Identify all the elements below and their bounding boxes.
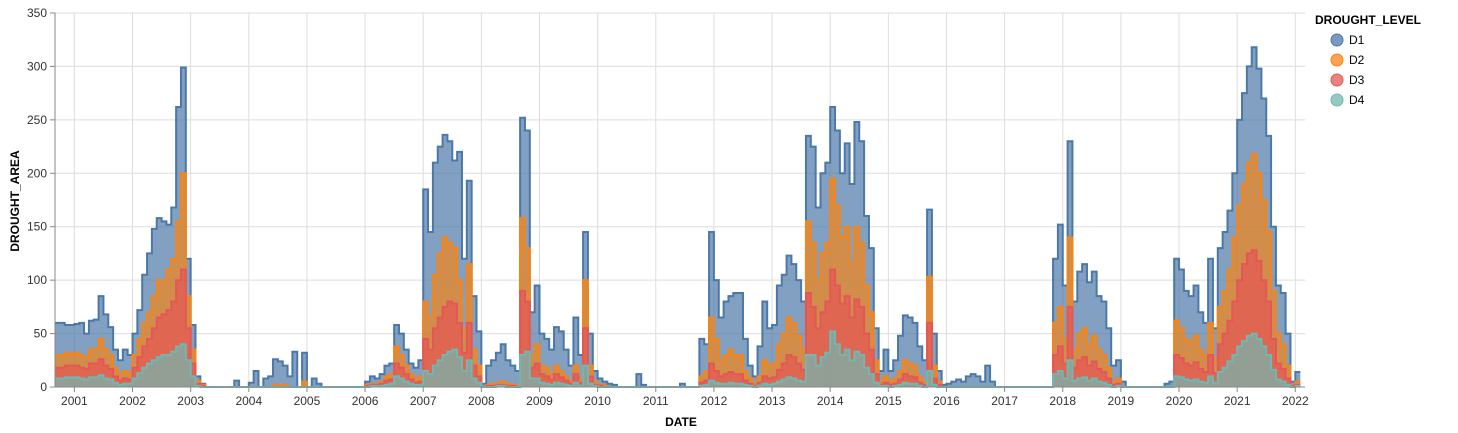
y-tick-label: 0 — [40, 380, 47, 394]
x-tick-label: 2007 — [410, 394, 437, 408]
axes — [54, 13, 1305, 388]
x-tick-label: 2020 — [1166, 394, 1193, 408]
y-tick-label: 200 — [27, 166, 47, 180]
area-d1 — [55, 47, 1301, 388]
legend-label-d2: D2 — [1349, 53, 1365, 67]
legend-label-d4: D4 — [1349, 93, 1365, 107]
grid-lines — [55, 12, 1305, 388]
y-tick-label: 100 — [27, 273, 47, 287]
x-tick-label: 2017 — [991, 394, 1018, 408]
area-d2 — [55, 154, 1301, 387]
line-d1 — [55, 46, 1301, 388]
x-tick-label: 2014 — [817, 394, 844, 408]
x-tick-label: 2022 — [1282, 394, 1309, 408]
legend-label-d1: D1 — [1349, 33, 1365, 47]
y-tick-label: 300 — [27, 59, 47, 73]
x-tick-label: 2018 — [1049, 394, 1076, 408]
x-tick-label: 2003 — [177, 394, 204, 408]
x-tick-label: 2005 — [294, 394, 321, 408]
x-axis-title: DATE — [665, 415, 697, 429]
x-tick-label: 2006 — [352, 394, 379, 408]
x-tick-label: 2021 — [1224, 394, 1251, 408]
y-tick-label: 50 — [34, 327, 48, 341]
legend-swatch-d1 — [1330, 33, 1344, 47]
x-tick-label: 2009 — [526, 394, 553, 408]
area-d4 — [55, 331, 1301, 387]
legend-items: D1 D2 D3 D4 — [1330, 33, 1365, 107]
stacked-areas — [55, 46, 1301, 388]
x-tick-labels: 2001 2002 2003 2004 2005 2006 2007 2008 2009 2010… — [61, 387, 1309, 408]
line-d2 — [55, 153, 1301, 388]
legend-swatch-d2 — [1330, 53, 1344, 67]
x-tick-label: 2019 — [1108, 394, 1135, 408]
x-tick-label: 2013 — [759, 394, 786, 408]
x-tick-label: 2002 — [119, 394, 146, 408]
x-tick-label: 2016 — [933, 394, 960, 408]
x-tick-label: 2004 — [235, 394, 262, 408]
y-tick-label: 350 — [27, 6, 47, 20]
y-tick-label: 150 — [27, 220, 47, 234]
y-axis-title: DROUGHT_AREA — [8, 150, 22, 252]
x-tick-label: 2012 — [701, 394, 728, 408]
legend: DROUGHT_LEVEL D1 D2 D3 D4 — [1315, 13, 1421, 107]
x-tick-label: 2001 — [61, 394, 88, 408]
x-tick-label: 2011 — [643, 394, 669, 408]
x-tick-label: 2008 — [468, 394, 495, 408]
legend-swatch-d3 — [1330, 73, 1344, 87]
legend-swatch-d4 — [1330, 93, 1344, 107]
y-tick-label: 250 — [27, 113, 47, 127]
legend-title: DROUGHT_LEVEL — [1315, 13, 1421, 27]
x-tick-label: 2010 — [584, 394, 611, 408]
legend-label-d3: D3 — [1349, 73, 1365, 87]
x-tick-label: 2015 — [875, 394, 902, 408]
y-tick-labels: 0 50 100 150 200 250 300 350 — [27, 6, 55, 394]
